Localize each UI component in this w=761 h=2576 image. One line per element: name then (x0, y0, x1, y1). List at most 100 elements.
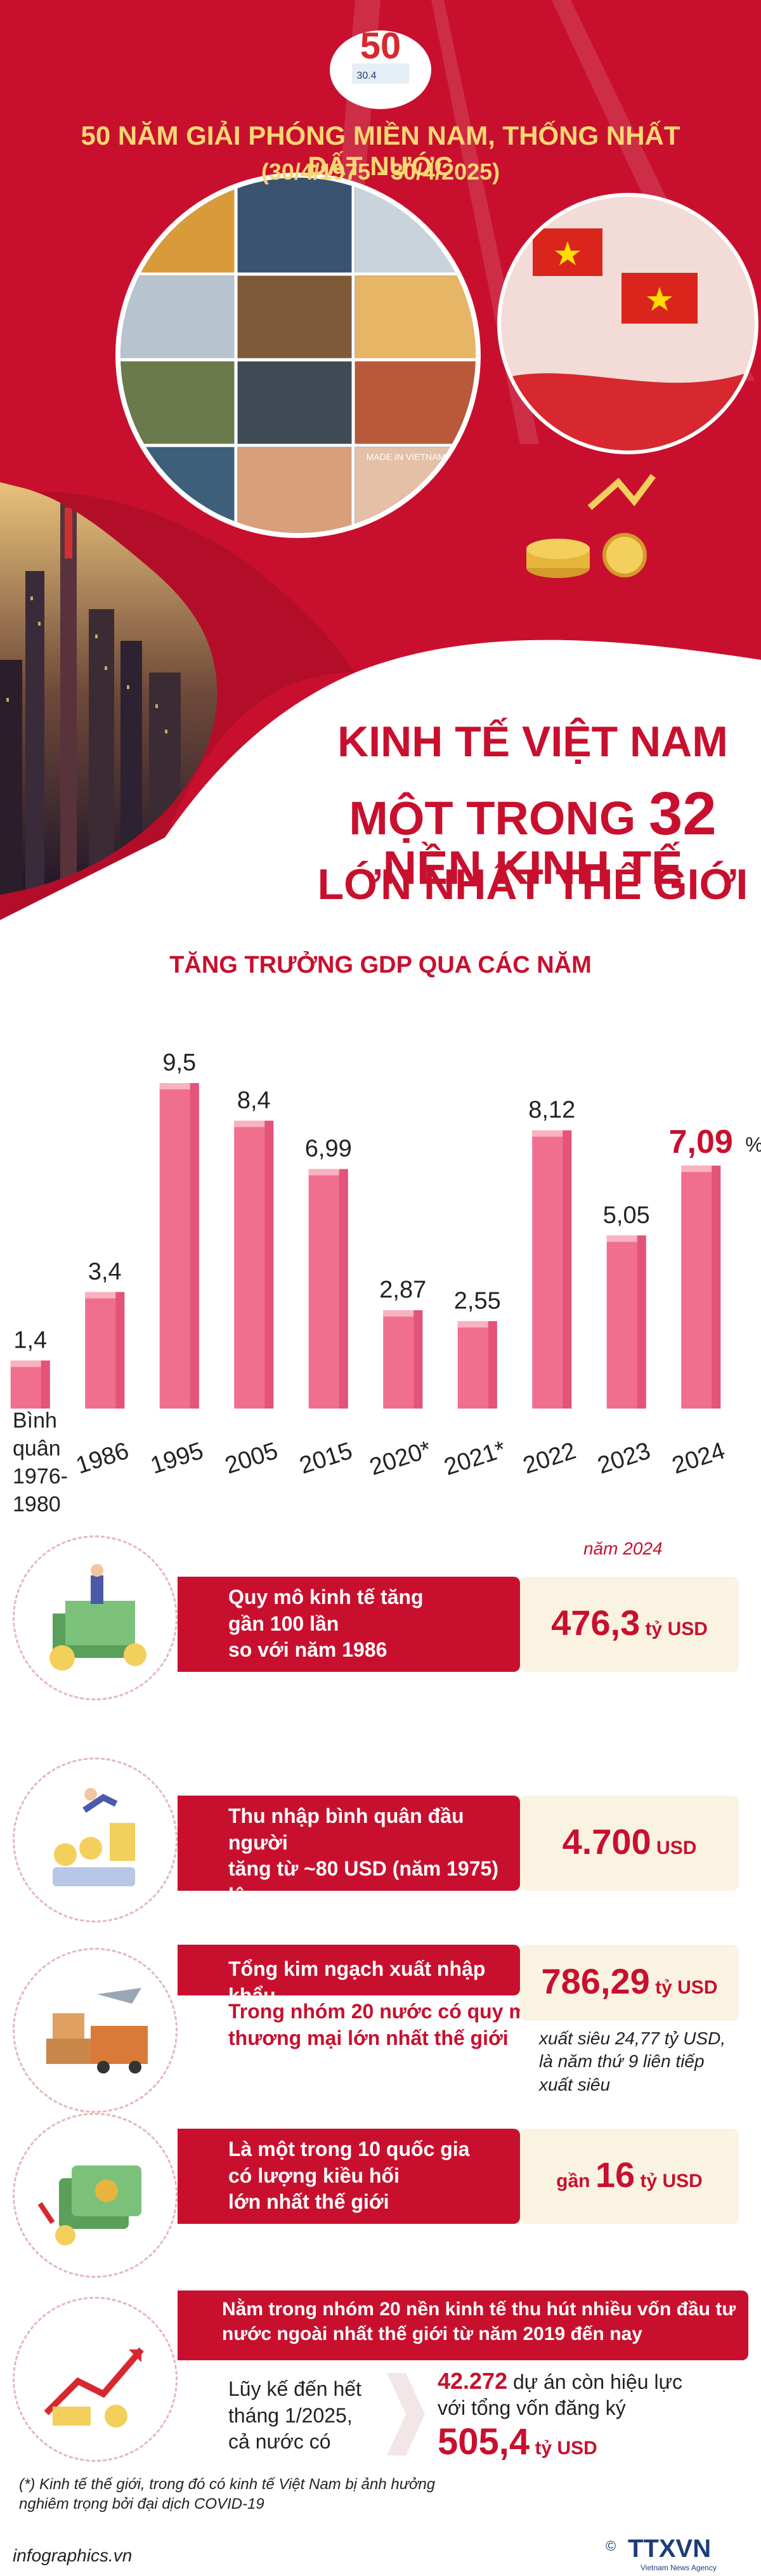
bar-4 (234, 1120, 274, 1409)
header-dates: (30/4/1975 - 30/4/2025) (261, 159, 500, 185)
row1-value-box: 476,3 tỷ USD (520, 1577, 739, 1672)
value-label: 5,05 (603, 1202, 650, 1228)
brand-logo: TTXVN (628, 2535, 712, 2563)
source-text: infographics.vn (13, 2546, 133, 2565)
value-label: 9,5 (162, 1049, 196, 1076)
bar-shade (712, 1166, 721, 1409)
cargo-trade-icon (46, 1988, 148, 2073)
value-label: 7,09 (669, 1124, 733, 1160)
row2-panel: Thu nhập bình quân đầu người tăng từ ~80… (178, 1796, 520, 1907)
fdi-projects: 42.272 dự án còn hiệu lực (438, 2368, 682, 2394)
copyright-icon: © (606, 2538, 616, 2554)
bar-1 (10, 1360, 50, 1409)
category-label: 1995 (147, 1438, 206, 1480)
bar-cap (457, 1321, 497, 1328)
hero-background: MADE IN VIETNAM 50 30.4 (0, 0, 761, 920)
fdi-capital-label: với tổng vốn đăng ký (438, 2396, 626, 2419)
row4-value: gần 16 tỷ USD (556, 2155, 703, 2195)
gdp-bar-chart: 1,4 Bình quân 1976- 1980 3,4 1986 9,5 1995 8,4 200… (10, 1049, 761, 1516)
category-label: quân (13, 1436, 61, 1461)
bar-shade (339, 1169, 348, 1409)
fdi-banner-text: Nằm trong nhóm 20 nền kinh tế thu hút nh… (222, 2299, 736, 2344)
row1-text: Quy mô kinh tế tăng gần 100 lần so với n… (228, 1586, 424, 1662)
fdi-capital-value: 505,4 tỷ USD (438, 2421, 597, 2462)
bar-shade (41, 1360, 50, 1409)
main-title-line3: LỚN NHẤT THẾ GIỚI (317, 860, 748, 909)
category-label: 2021* (441, 1436, 509, 1481)
bar-cap (159, 1083, 199, 1089)
year-note: năm 2024 (583, 1539, 663, 1558)
category-label: 2020* (367, 1436, 435, 1481)
row4-text: Là một trong 10 quốc gia có lượng kiều h… (228, 2138, 470, 2214)
bar-cap (681, 1166, 721, 1173)
row1-panel: Quy mô kinh tế tăng gần 100 lần so với n… (178, 1577, 520, 1672)
category-label: 2024 (669, 1438, 728, 1480)
chevron-right-icon (387, 2373, 425, 2455)
unit-label: % (745, 1133, 761, 1156)
category-label: 1976- (13, 1464, 68, 1488)
row1-icon-frame (13, 1535, 178, 1700)
row3-value-box: 786,29 tỷ USD (520, 1945, 739, 2021)
bar-9 (606, 1235, 646, 1409)
value-label: 2,55 (454, 1287, 501, 1314)
row3-note: xuất siêu 24,77 tỷ USD, là năm thứ 9 liê… (539, 2028, 726, 2094)
row2-value: 4.700 USD (562, 1822, 697, 1862)
category-label: Bình (13, 1409, 57, 1433)
row3-text-line1: Tổng kim ngạch xuất nhập khẩu (228, 1957, 486, 2007)
category-label: 2005 (222, 1438, 281, 1480)
row3-icon-frame (13, 1948, 178, 2113)
bar-shade (563, 1130, 572, 1409)
row2-value-box: 4.700 USD (520, 1796, 739, 1891)
bar-shade (190, 1083, 199, 1409)
value-label: 8,12 (528, 1097, 575, 1124)
row2-text: Thu nhập bình quân đầu người tăng từ ~80… (228, 1804, 498, 1907)
category-label: 1986 (73, 1438, 132, 1480)
fdi-left-text: Lũy kế đến hết tháng 1/2025, cả nước có (228, 2377, 361, 2454)
bar-2 (85, 1292, 125, 1409)
fdi-banner: Nằm trong nhóm 20 nền kinh tế thu hút nh… (178, 2290, 748, 2360)
bar-shade (115, 1292, 125, 1409)
bar-3 (159, 1083, 199, 1409)
bar-shade (413, 1310, 423, 1409)
main-title-line2: MỘT TRONG 32 NỀN KINH TẾ (349, 780, 717, 894)
value-label: 1,4 (13, 1327, 47, 1353)
bar-shade (264, 1120, 274, 1409)
made-in-vietnam-label: MADE IN VIETNAM (367, 452, 445, 462)
bar-cap (234, 1120, 274, 1127)
row1-value: 476,3 tỷ USD (551, 1603, 708, 1643)
bar-cap (85, 1292, 125, 1299)
50-years-emblem: 50 30.4 (330, 25, 431, 109)
fdi-icon-frame (13, 2297, 178, 2462)
row3-text-sub: Trong nhóm 20 nước có quy mô thương mại … (228, 2000, 540, 2049)
value-label: 3,4 (88, 1258, 122, 1285)
bar-10 (681, 1166, 721, 1409)
bar-7 (457, 1321, 497, 1409)
row4-value-box: gần 16 tỷ USD (520, 2129, 739, 2224)
income-growth-icon (53, 1788, 135, 1886)
row3-panel: Tổng kim ngạch xuất nhập khẩu (178, 1945, 520, 2007)
value-label: 6,99 (305, 1136, 352, 1162)
bar-5 (308, 1169, 348, 1409)
main-title-line1: KINH TẾ VIỆT NAM (337, 718, 728, 766)
bar-8 (532, 1130, 572, 1409)
category-label: 2023 (594, 1438, 653, 1480)
remittance-icon (37, 2165, 141, 2245)
svg-text:30.4: 30.4 (356, 70, 376, 81)
investment-chart-icon (44, 2347, 144, 2428)
bar-cap (308, 1169, 348, 1176)
chart-title: TĂNG TRƯỞNG GDP QUA CÁC NĂM (169, 952, 592, 978)
value-label: 2,87 (379, 1277, 426, 1303)
row4-panel: Là một trong 10 quốc gia có lượng kiều h… (178, 2129, 520, 2224)
bar-cap (10, 1360, 50, 1367)
bar-shade (637, 1235, 646, 1409)
header-headline: 50 NĂM GIẢI PHÓNG MIỀN NAM, THỐNG NHẤT Đ… (81, 121, 680, 181)
bar-cap (383, 1310, 423, 1317)
row3-value: 786,29 tỷ USD (541, 1961, 718, 2001)
brand-subtitle: Vietnam News Agency (641, 2563, 717, 2572)
row2-icon-frame (13, 1758, 178, 1922)
category-label: 1980 (13, 1492, 61, 1516)
svg-text:50: 50 (360, 25, 401, 67)
footnote: (*) Kinh tế thế giới, trong đó có kinh t… (19, 2476, 436, 2513)
bar-shade (488, 1321, 497, 1409)
category-label: 2015 (296, 1438, 355, 1480)
